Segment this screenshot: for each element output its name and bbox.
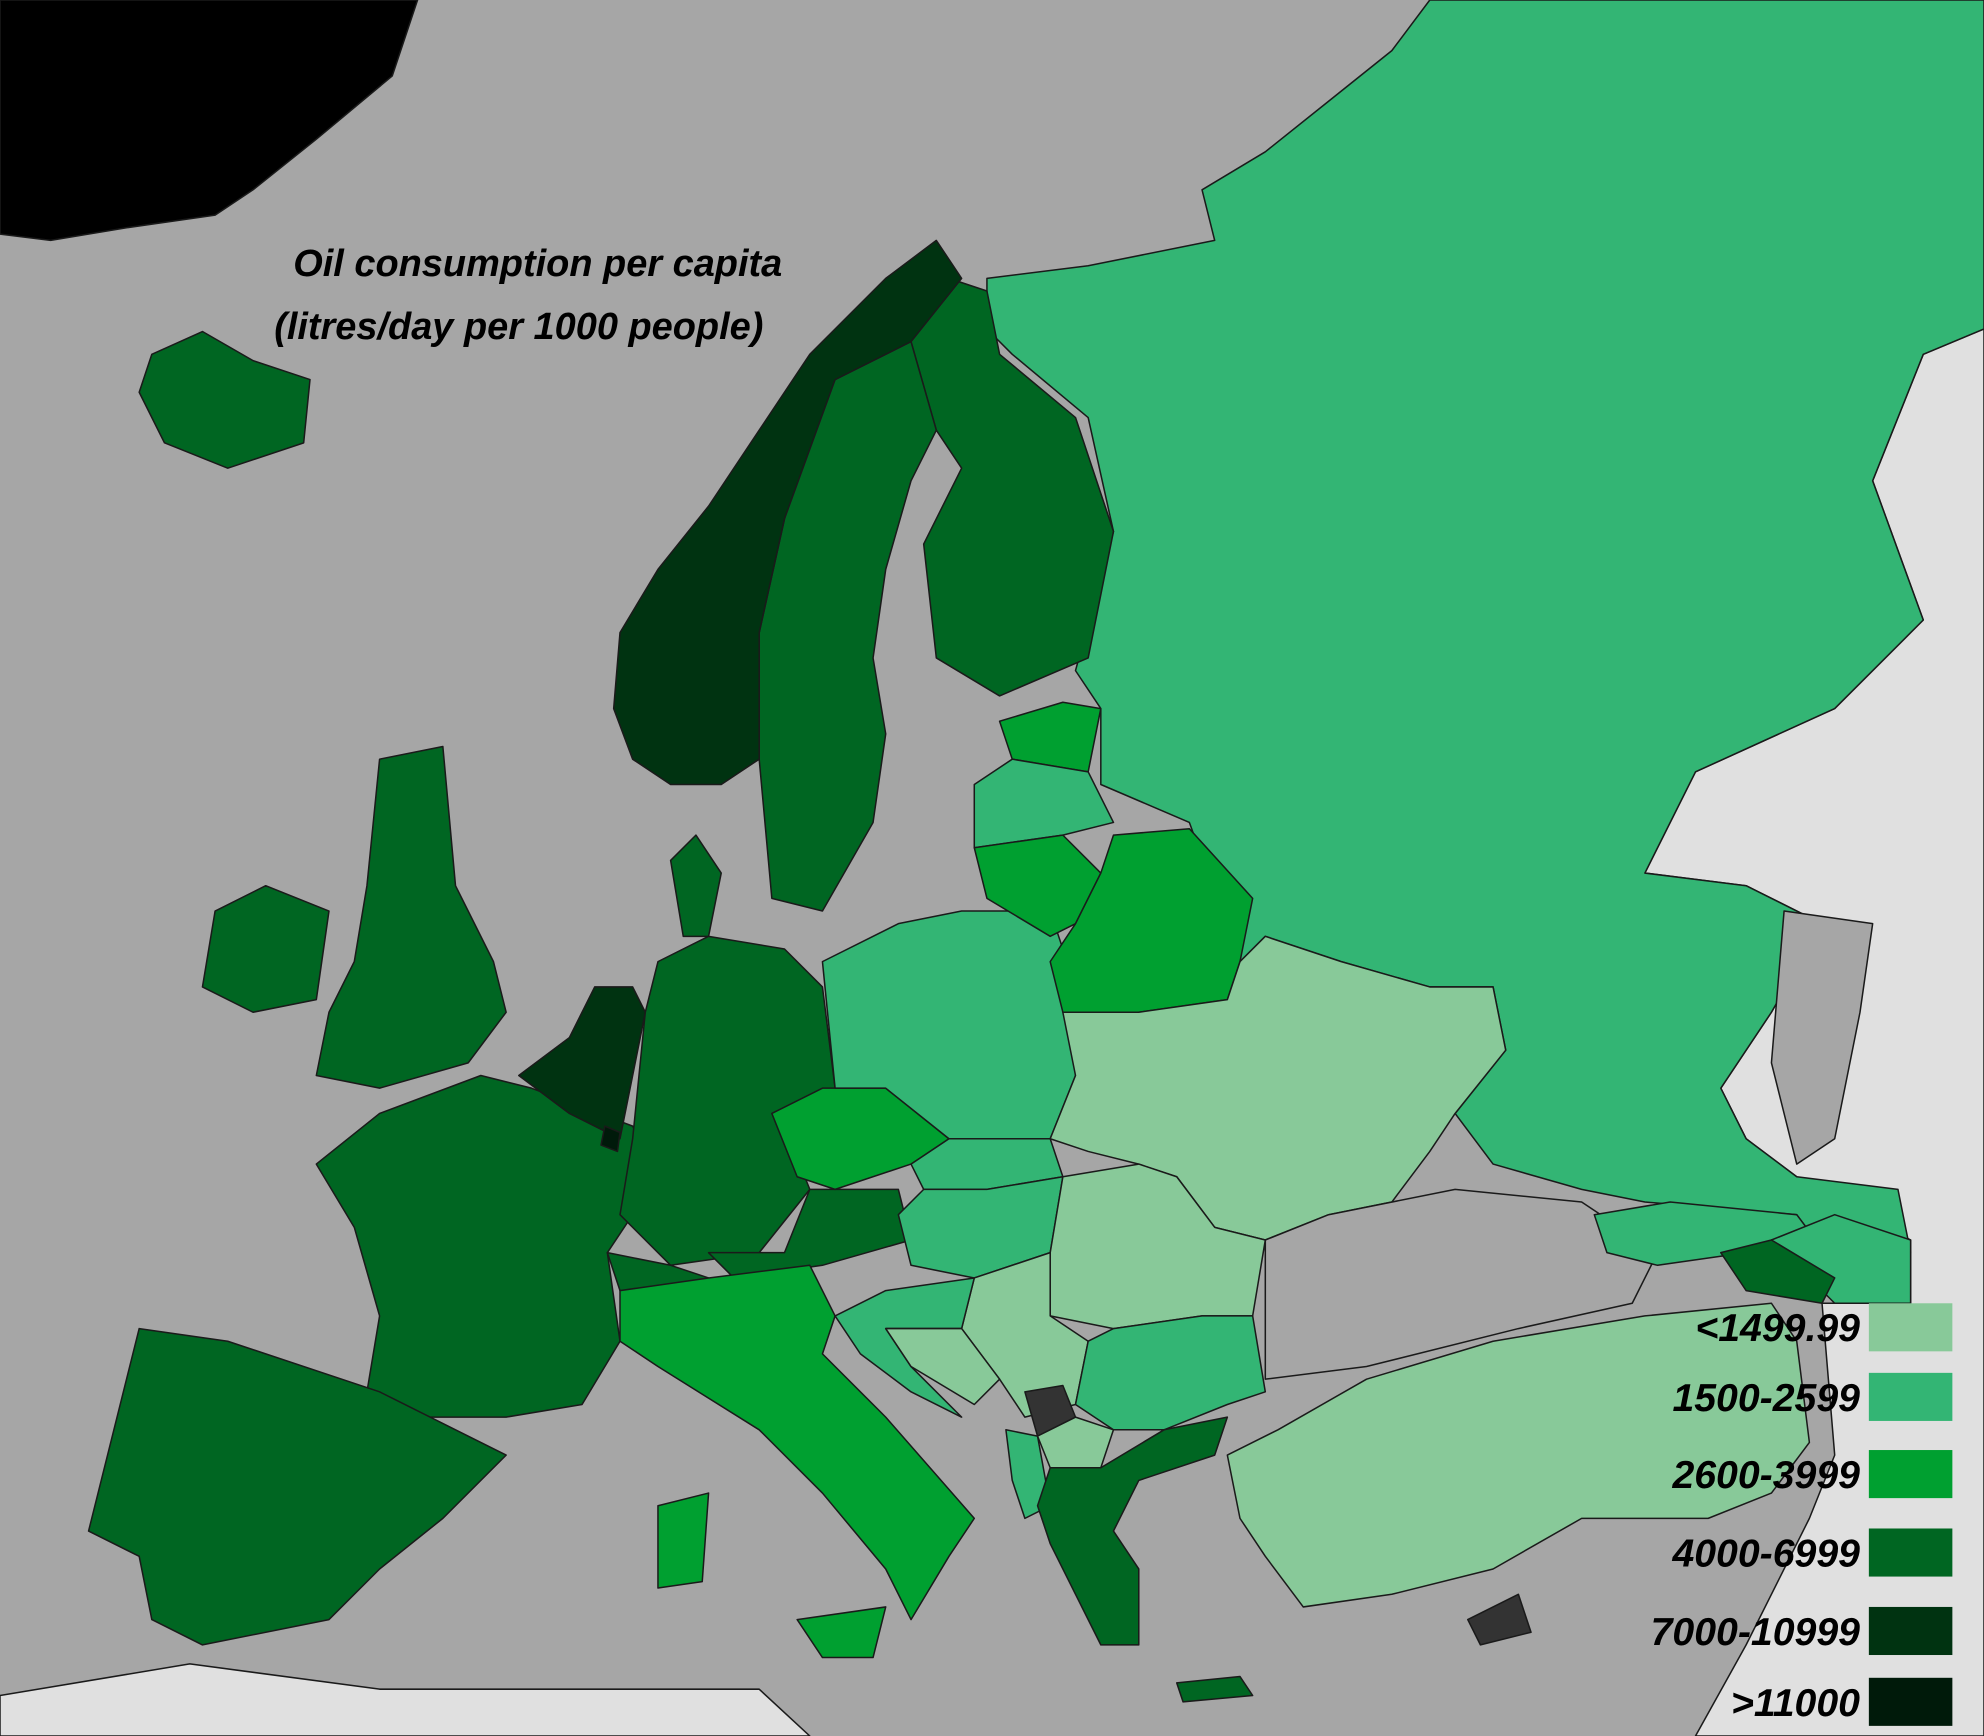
legend-label: 1500-2599 (1672, 1376, 1860, 1420)
legend-swatch (1868, 1677, 1953, 1726)
spain-portugal (87, 1327, 507, 1646)
iceland (138, 330, 311, 469)
estonia (998, 701, 1102, 773)
legend-label: >11000 (1731, 1681, 1860, 1725)
north-macedonia (1036, 1416, 1115, 1469)
united-kingdom (315, 745, 507, 1089)
legend-swatch (1868, 1372, 1953, 1421)
greece (1036, 1416, 1229, 1646)
benelux (518, 986, 647, 1140)
finland (910, 277, 1115, 697)
map-title: Oil consumption per capita (293, 243, 782, 285)
crete (1175, 1675, 1254, 1703)
bosnia (884, 1327, 1001, 1406)
map-subtitle: (litres/day per 1000 people) (274, 306, 763, 348)
cyprus (1466, 1593, 1532, 1646)
legend-label: 7000-10999 (1651, 1610, 1861, 1654)
romania (1049, 1163, 1267, 1330)
turkey (1226, 1302, 1811, 1608)
luxembourg (600, 1125, 621, 1153)
legend-swatch (1868, 1606, 1953, 1656)
legend: <1499.99 1500-2599 2600-3999 4000-6999 7000-… (1651, 1303, 1953, 1726)
bulgaria (1074, 1315, 1267, 1431)
armenia (1720, 1239, 1836, 1305)
albania (1005, 1429, 1051, 1520)
ukraine (1049, 935, 1507, 1241)
black-sea (1264, 1188, 1659, 1380)
sardinia (657, 1492, 710, 1589)
africa-land (0, 1663, 811, 1736)
legend-label: <1499.99 (1695, 1306, 1860, 1350)
legend-swatch (1868, 1303, 1953, 1352)
legend-swatch (1868, 1528, 1953, 1577)
legend-swatch (1868, 1450, 1953, 1499)
italy (619, 1264, 976, 1621)
caspian-sea (1770, 910, 1874, 1165)
norway (612, 239, 963, 786)
denmark (669, 834, 722, 938)
greenland (0, 0, 419, 242)
legend-label: 4000-6999 (1671, 1531, 1860, 1575)
ireland (201, 884, 330, 1014)
legend-label: 2600-3999 (1671, 1453, 1860, 1497)
sicily (796, 1606, 887, 1659)
